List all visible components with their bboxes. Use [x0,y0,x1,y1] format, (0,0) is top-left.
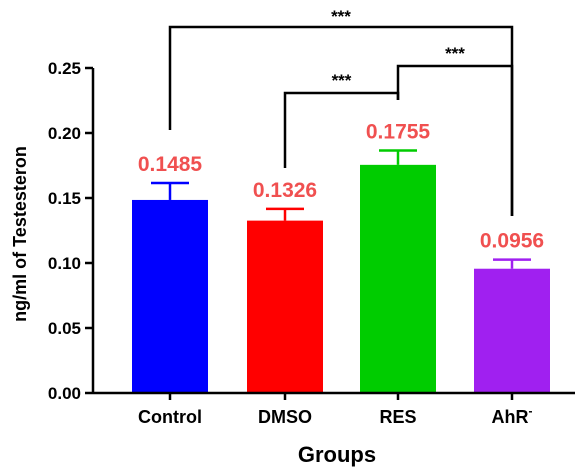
y-tick-label: 0.15 [48,189,81,208]
x-tick-superscript: - [529,404,533,418]
significance-brackets: *** *** *** [168,7,514,216]
bar [247,220,323,393]
y-axis: 0.00 0.05 0.10 0.15 0.20 0.25 [48,59,95,403]
x-axis: Control DMSO RES AhR- [93,391,575,427]
data-label: 0.1485 [138,153,203,176]
data-label: 0.1326 [253,179,317,202]
x-tick-label: Control [138,407,202,427]
x-tick-label: AhR- [492,404,533,427]
x-axis-title: Groups [298,442,376,467]
y-tick-label: 0.00 [48,384,81,403]
significance-label: *** [445,44,465,63]
bar [474,268,550,393]
bar [360,164,436,393]
significance-label: *** [331,7,351,26]
y-tick-label: 0.05 [48,319,81,338]
x-tick-label: RES [379,407,416,427]
y-tick-label: 0.10 [48,254,81,273]
bar [132,199,208,393]
significance-bracket [396,64,514,216]
bars: 0.1485 0.1326 0.1755 0.0956 [132,121,550,393]
data-label: 0.0956 [480,230,544,253]
data-label: 0.1755 [366,121,431,144]
significance-label: *** [332,71,352,90]
y-axis-title: ng/ml of Testesteron [10,146,30,322]
y-tick-label: 0.20 [48,124,81,143]
x-tick-label: DMSO [258,407,312,427]
y-tick-label: 0.25 [48,59,81,78]
